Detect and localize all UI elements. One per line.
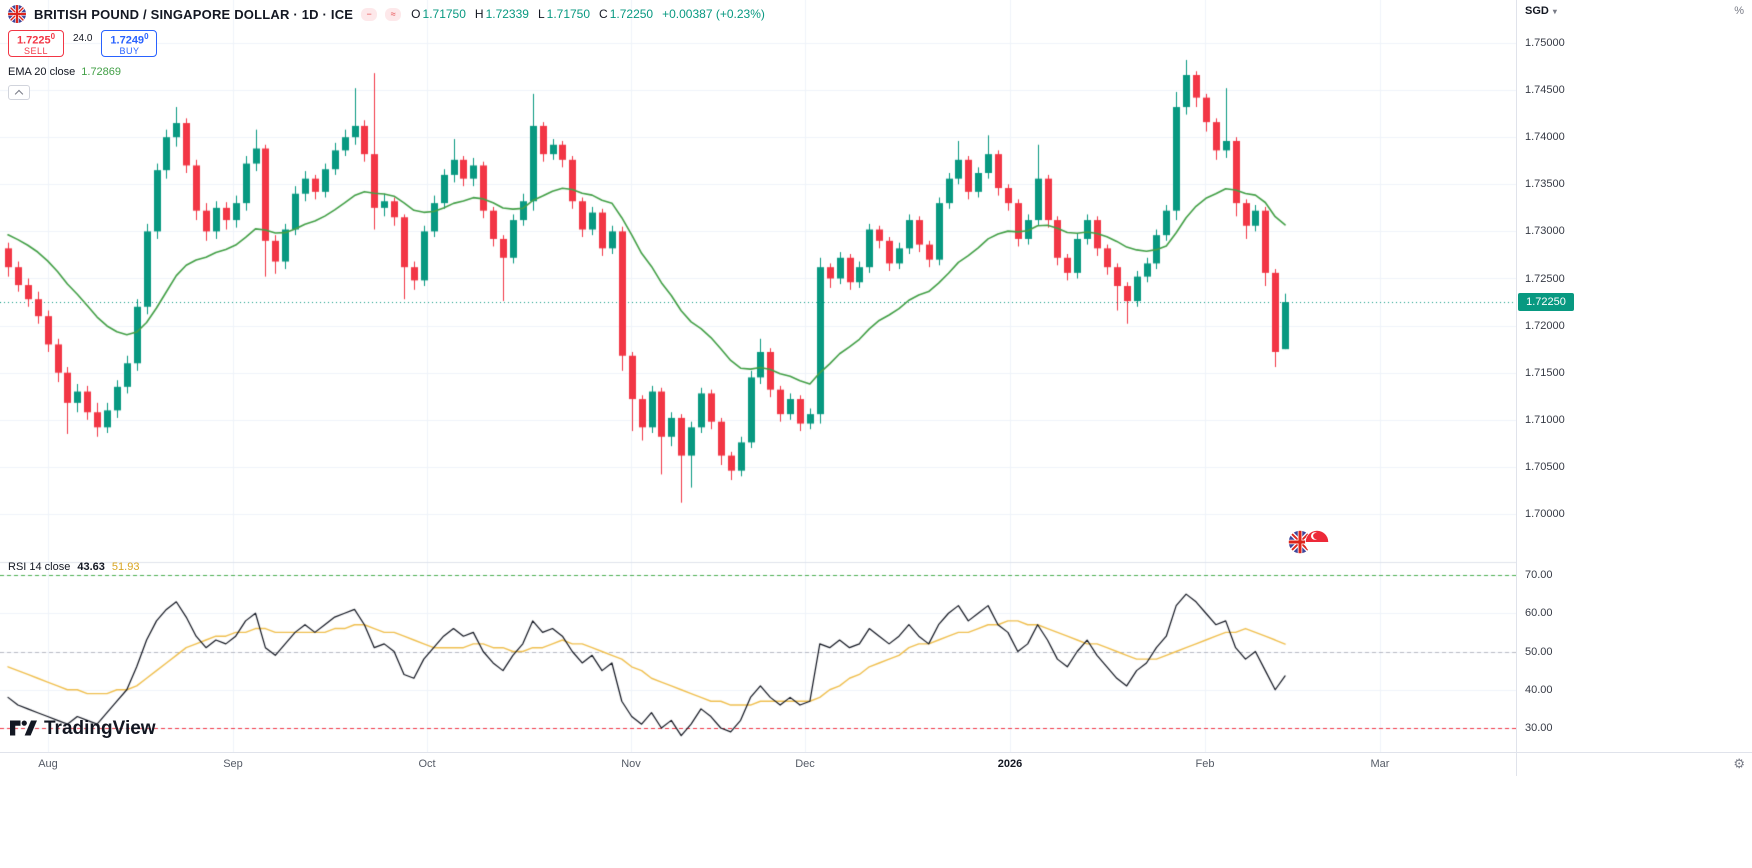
- gbp-flag-icon: [8, 5, 26, 23]
- tradingview-logo-text: TradingView: [44, 718, 156, 739]
- sell-label: SELL: [23, 46, 49, 57]
- data-status-icon-2[interactable]: ≈: [385, 7, 402, 21]
- price-tick-label: 1.70500: [1525, 460, 1565, 473]
- high-value: 1.72339: [485, 7, 529, 21]
- price-tick-label: 1.73500: [1525, 178, 1565, 191]
- time-tick-label: Feb: [1195, 758, 1215, 770]
- last-price-tag: 1.72250: [1518, 293, 1574, 312]
- time-tick-label: Nov: [621, 758, 641, 770]
- price-tick-label: 1.70000: [1525, 508, 1565, 520]
- change-value: +0.00387 (+0.23%): [662, 7, 765, 21]
- price-tick-label: 1.72500: [1525, 272, 1565, 285]
- open-label: O: [411, 7, 421, 21]
- price-scale[interactable]: SGD ▾ % 1.72250 ⚙ 1.75000 1.74500 1.74000 1…: [1516, 0, 1752, 776]
- low-value: 1.71750: [546, 7, 591, 21]
- rsi-tick-label: 50.00: [1525, 645, 1553, 658]
- currency-selector[interactable]: SGD ▾: [1525, 5, 1557, 17]
- symbol-title[interactable]: BRITISH POUND / SINGAPORE DOLLAR · 1D · …: [34, 6, 354, 22]
- time-tick-label: Oct: [418, 758, 436, 770]
- gbp-flag-icon: [1288, 530, 1312, 554]
- tradingview-logo[interactable]: TradingView: [10, 718, 156, 740]
- price-tick-label: 1.73000: [1525, 225, 1565, 238]
- rsi-indicator-label[interactable]: RSI 14 close 43.63 51.93: [8, 561, 139, 573]
- close-value: 1.72250: [609, 7, 654, 21]
- symbol-header: BRITISH POUND / SINGAPORE DOLLAR · 1D · …: [8, 5, 765, 23]
- time-axis[interactable]: Aug Sep Oct Nov Dec 2026 Feb Mar: [0, 752, 1516, 776]
- rsi-value: 43.63: [77, 561, 105, 573]
- time-tick-label: Sep: [223, 758, 243, 770]
- sell-price-fraction: 0: [50, 31, 56, 41]
- data-status-icon-1[interactable]: −: [361, 7, 378, 21]
- sell-price: 1.7225: [16, 34, 51, 47]
- rsi-tick-label: 30.00: [1525, 722, 1553, 734]
- sell-button[interactable]: 1.72250 SELL: [8, 30, 64, 57]
- low-label: L: [537, 7, 545, 21]
- rsi-name: RSI 14 close: [8, 561, 71, 573]
- sgd-flag-icon: [1305, 530, 1329, 554]
- high-label: H: [474, 7, 484, 21]
- price-tick-label: 1.72000: [1525, 319, 1565, 332]
- rsi-tick-label: 40.00: [1525, 683, 1553, 696]
- price-tick-label: 1.75000: [1525, 37, 1565, 49]
- ohlc-readout: O 1.71750 H 1.72339 L 1.71750 C 1.72250 +0.0…: [411, 7, 765, 21]
- collapse-indicators-button[interactable]: [8, 85, 30, 100]
- tradingview-logo-icon: [10, 719, 37, 740]
- close-label: C: [599, 7, 608, 21]
- price-tick-label: 1.71500: [1525, 366, 1565, 379]
- bottom-whitespace: [0, 776, 1752, 868]
- caret-down-icon: ▾: [1552, 6, 1557, 16]
- ema-value: 1.72869: [81, 66, 122, 78]
- buy-price-fraction: 0: [144, 31, 149, 41]
- open-value: 1.71750: [422, 7, 466, 21]
- pane-separator[interactable]: [0, 559, 1516, 565]
- spread-value: 24.0: [73, 33, 93, 44]
- time-tick-label: Mar: [1370, 758, 1390, 770]
- price-tick-label: 1.74000: [1525, 131, 1565, 144]
- time-tick-label: 2026: [997, 758, 1023, 770]
- ema-name: EMA 20 close: [8, 66, 76, 78]
- buy-label: BUY: [119, 46, 140, 57]
- rsi-ma-value: 51.93: [111, 561, 140, 573]
- buy-button[interactable]: 1.72490 BUY: [101, 30, 158, 57]
- percent-icon[interactable]: %: [1734, 5, 1744, 17]
- chevron-up-icon: [14, 89, 24, 99]
- ema-indicator-label[interactable]: EMA 20 close 1.72869: [8, 66, 121, 78]
- price-chart-canvas[interactable]: [0, 0, 1516, 752]
- rsi-tick-label: 60.00: [1525, 607, 1553, 620]
- buy-price: 1.7249: [110, 34, 145, 47]
- gear-icon[interactable]: ⚙: [1733, 756, 1745, 771]
- currency-label: SGD: [1525, 5, 1549, 17]
- rsi-tick-label: 70.00: [1525, 569, 1553, 581]
- trade-panel: 1.72250 SELL 24.0 1.72490 BUY: [8, 30, 158, 57]
- price-tick-label: 1.74500: [1525, 84, 1565, 97]
- time-tick-label: Dec: [795, 758, 815, 770]
- price-tick-label: 1.71000: [1525, 413, 1565, 426]
- symbol-flags-watermark: [1288, 530, 1329, 554]
- axis-corner: ⚙: [1517, 752, 1752, 776]
- time-tick-label: Aug: [38, 758, 58, 770]
